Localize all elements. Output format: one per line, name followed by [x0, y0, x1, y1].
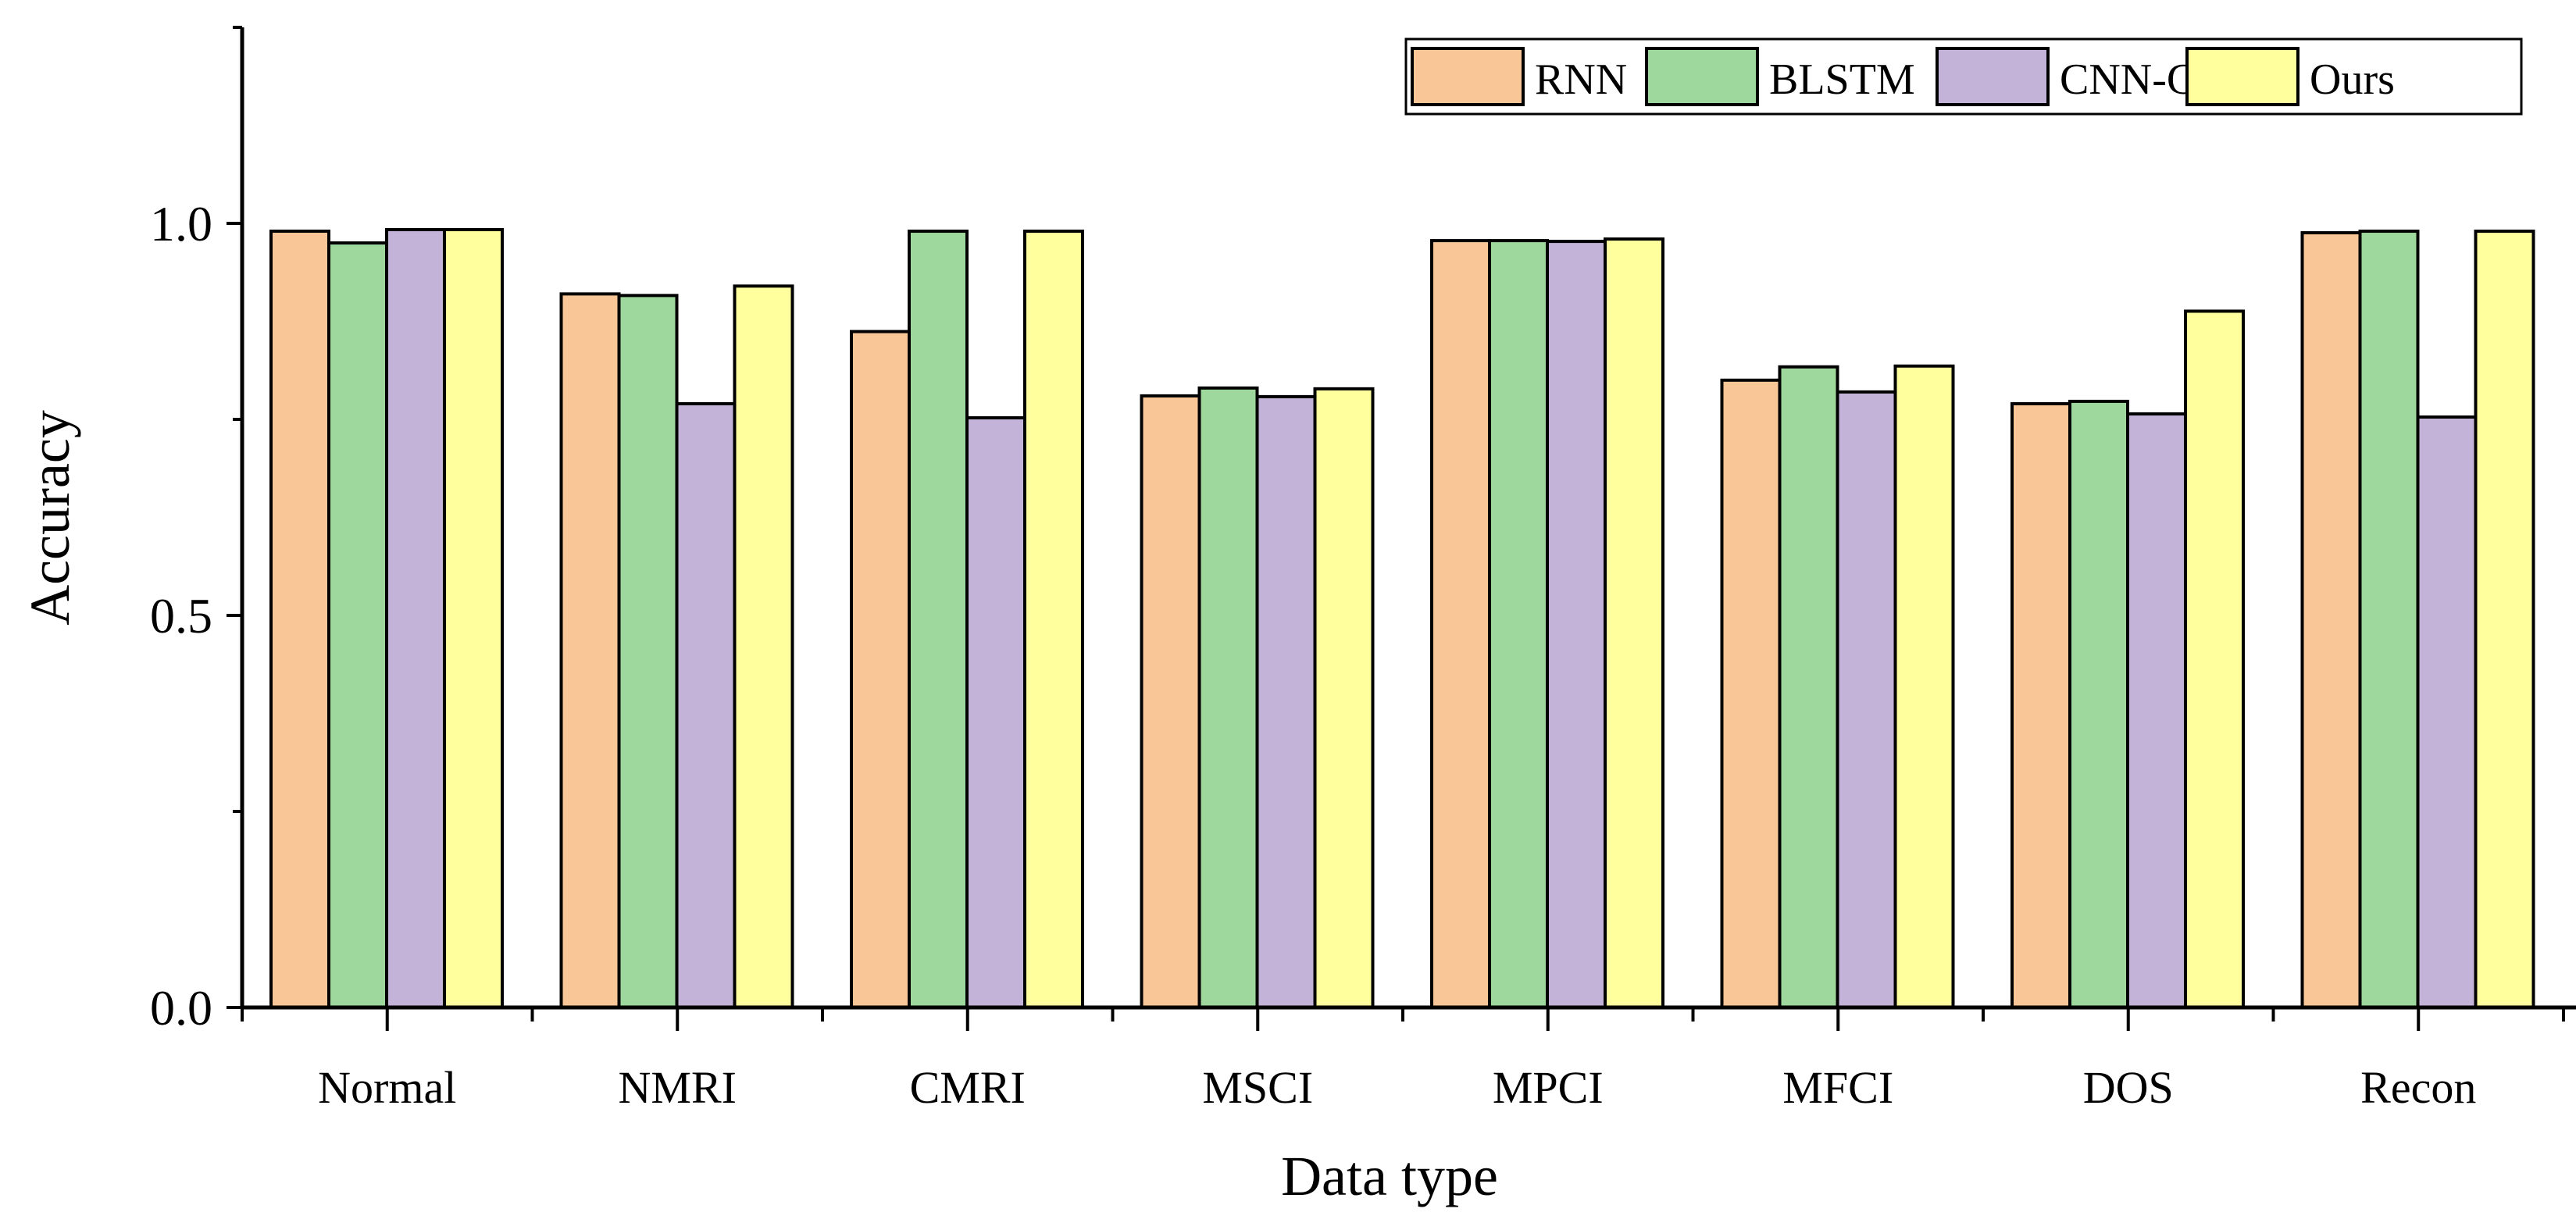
bar-rnn-mfci — [1720, 378, 1782, 1009]
bar-blstm-normal — [327, 241, 388, 1010]
y-axis-title: Accuracy — [19, 410, 81, 626]
legend-swatch-cnn-gru — [1936, 47, 2050, 106]
bar-ours-recon — [2474, 230, 2535, 1010]
bar-rnn-cmri — [850, 330, 911, 1009]
bar-ours-dos — [2184, 309, 2245, 1009]
x-tick-label-nmri: NMRI — [619, 1062, 737, 1113]
legend: RNN BLSTM CNN-GRU Ours — [1404, 37, 2523, 116]
bar-rnn-normal — [269, 230, 330, 1010]
bar-cnn-gru-normal — [385, 228, 446, 1010]
x-tick-label-recon: Recon — [2360, 1062, 2476, 1113]
bar-rnn-recon — [2300, 231, 2362, 1010]
bar-rnn-msci — [1140, 394, 1201, 1009]
bar-cnn-gru-recon — [2416, 415, 2478, 1009]
bar-blstm-mfci — [1778, 365, 1839, 1009]
bar-cnn-gru-msci — [1255, 394, 1317, 1010]
bar-cnn-gru-nmri — [675, 401, 737, 1009]
bar-blstm-nmri — [617, 294, 679, 1010]
legend-swatch-ours — [2185, 47, 2299, 106]
bar-blstm-dos — [2068, 399, 2129, 1009]
bar-blstm-cmri — [908, 230, 969, 1010]
bar-cnn-gru-mfci — [1836, 390, 1897, 1009]
bar-cnn-gru-cmri — [965, 415, 1026, 1009]
bar-ours-cmri — [1023, 230, 1084, 1010]
x-tick-label-normal: Normal — [318, 1062, 456, 1113]
y-tick-label: 0.0 — [150, 980, 212, 1036]
x-axis-title: Data type — [1281, 1145, 1498, 1207]
x-tick-label-mpci: MPCI — [1493, 1062, 1604, 1113]
legend-label-rnn: RNN — [1535, 55, 1627, 104]
bar-cnn-gru-mpci — [1546, 240, 1607, 1010]
legend-label-ours: Ours — [2310, 55, 2395, 104]
bar-rnn-dos — [2010, 401, 2071, 1009]
bars-layer — [269, 228, 2535, 1010]
axes-layer: 0.0 0.5 1.0 Normal NMRI CMRI MSCI MPCI MFCI DOS Re… — [19, 26, 2576, 1207]
legend-swatch-blstm — [1645, 47, 1759, 106]
bar-blstm-mpci — [1488, 239, 1549, 1009]
bar-ours-msci — [1313, 387, 1375, 1009]
x-tick-label-msci: MSCI — [1202, 1062, 1313, 1113]
bar-ours-mfci — [1893, 364, 1955, 1009]
bar-blstm-msci — [1197, 386, 1259, 1009]
bar-rnn-nmri — [559, 292, 621, 1009]
bar-blstm-recon — [2358, 230, 2420, 1010]
legend-swatch-rnn — [1411, 47, 1525, 106]
x-tick-label-cmri: CMRI — [910, 1062, 1026, 1113]
y-tick-label: 1.0 — [150, 196, 212, 251]
y-tick-label: 0.5 — [150, 588, 212, 644]
bar-ours-nmri — [733, 284, 794, 1009]
bar-rnn-mpci — [1430, 239, 1491, 1009]
bar-cnn-gru-dos — [2126, 412, 2187, 1009]
legend-label-blstm: BLSTM — [1769, 55, 1915, 104]
bar-ours-normal — [443, 228, 504, 1010]
bar-ours-mpci — [1604, 237, 1664, 1009]
x-tick-label-mfci: MFCI — [1782, 1062, 1893, 1113]
x-tick-label-dos: DOS — [2083, 1062, 2174, 1113]
